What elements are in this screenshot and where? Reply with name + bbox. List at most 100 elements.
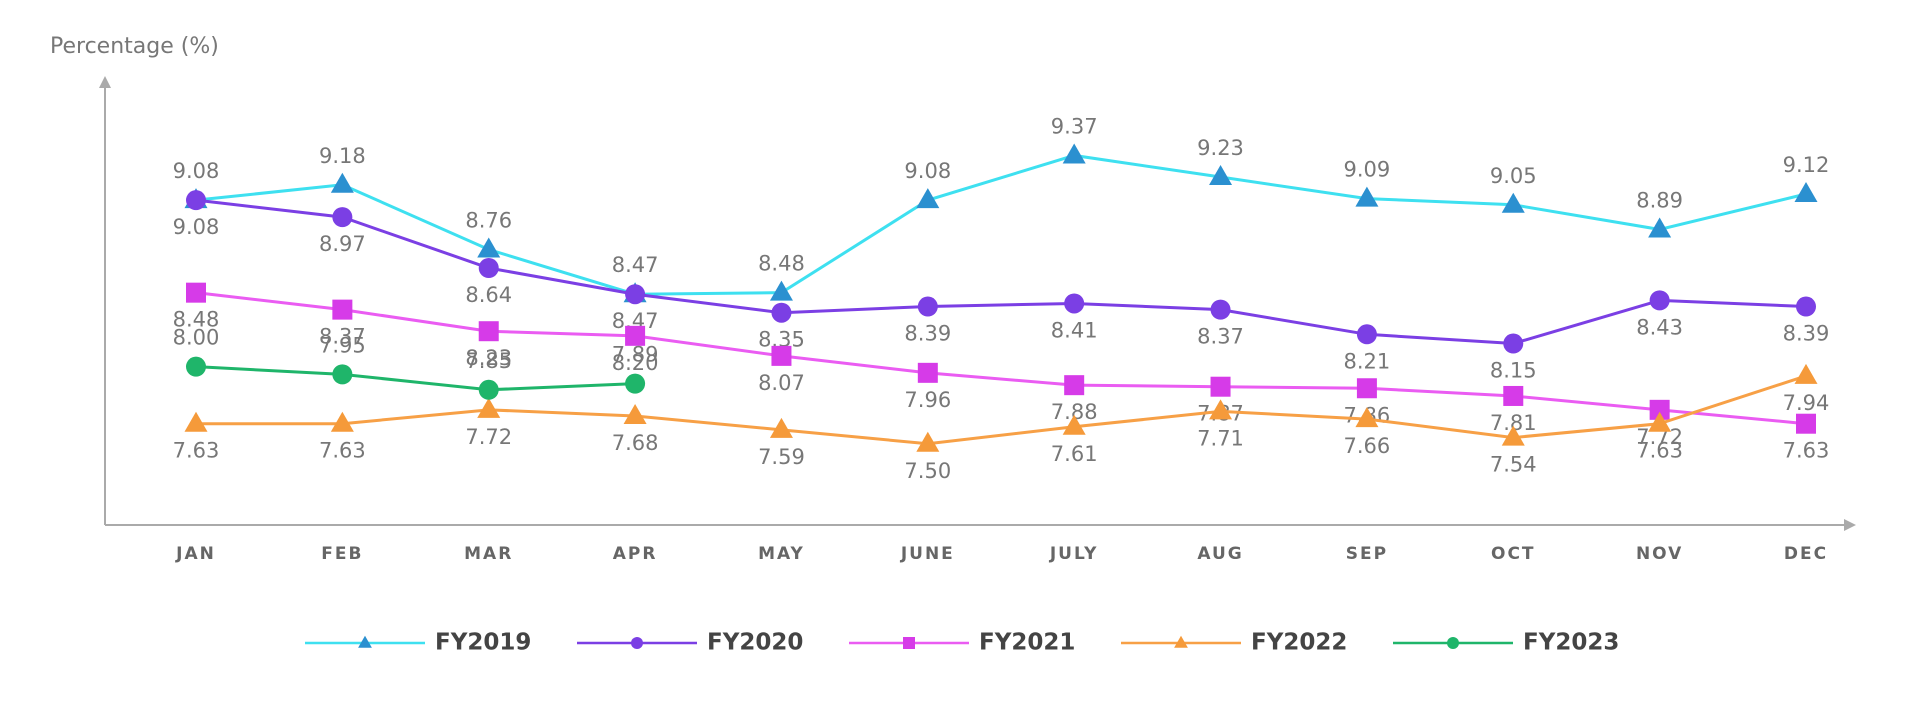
- data-point: [625, 284, 646, 305]
- data-point: [477, 397, 501, 418]
- data-point: [1794, 363, 1818, 384]
- data-point: [1794, 182, 1818, 202]
- data-point: [771, 345, 792, 366]
- legend-marker: [1447, 637, 1459, 649]
- data-point: [1356, 378, 1377, 399]
- data-label: 8.37: [1197, 325, 1244, 349]
- x-axis-arrow: [1844, 519, 1856, 531]
- data-point: [1356, 324, 1377, 345]
- legend-marker: [631, 637, 643, 649]
- legend-marker: [903, 637, 915, 649]
- data-label: 7.94: [1783, 391, 1830, 415]
- data-label: 9.08: [173, 159, 220, 183]
- data-point: [332, 364, 353, 385]
- data-point: [477, 237, 501, 258]
- data-point: [1796, 413, 1816, 434]
- data-point: [330, 172, 354, 193]
- data-point: [1649, 290, 1670, 311]
- data-label: 8.23: [465, 346, 512, 370]
- data-label: 8.15: [1490, 359, 1537, 383]
- data-point: [478, 321, 499, 342]
- series-line: [196, 374, 1807, 446]
- data-point: [1503, 385, 1524, 406]
- data-label: 7.95: [319, 333, 366, 357]
- data-point: [771, 302, 792, 323]
- x-tick-label: SEP: [1346, 544, 1388, 564]
- data-point: [186, 190, 206, 211]
- x-tick-label: JUNE: [900, 544, 955, 564]
- x-tick-label: APR: [613, 544, 658, 564]
- data-point: [1210, 376, 1231, 397]
- data-point: [1209, 165, 1233, 186]
- data-label: 7.68: [612, 431, 659, 455]
- data-label: 8.48: [758, 252, 805, 276]
- data-label: 8.21: [1344, 349, 1391, 373]
- data-label: 8.47: [612, 253, 659, 277]
- data-label: 8.43: [1636, 315, 1683, 339]
- data-point: [186, 282, 206, 303]
- series-line: [195, 365, 636, 392]
- data-label: 7.63: [173, 439, 220, 463]
- data-label: 8.41: [1051, 318, 1098, 342]
- data-label: 9.08: [173, 215, 220, 239]
- data-point: [1355, 407, 1379, 428]
- data-point: [1210, 299, 1231, 320]
- legend-marker: [1174, 635, 1188, 648]
- x-tick-label: JAN: [175, 544, 216, 564]
- data-point: [1501, 192, 1525, 213]
- data-point: [1501, 425, 1525, 446]
- data-label: 8.64: [465, 283, 512, 307]
- data-label: 8.97: [319, 232, 366, 256]
- data-label: 8.07: [758, 371, 805, 395]
- x-tick-label: AUG: [1197, 544, 1243, 564]
- data-label: 9.23: [1197, 136, 1244, 160]
- data-label: 8.20: [612, 351, 659, 375]
- data-point: [1648, 217, 1672, 238]
- legend-label: FY2023: [1523, 630, 1619, 656]
- data-label: 9.09: [1344, 158, 1391, 182]
- data-point: [330, 411, 354, 432]
- data-label: 8.39: [904, 322, 951, 346]
- series-line: [195, 291, 1807, 426]
- y-axis-label: Percentage (%): [50, 34, 219, 59]
- data-point: [478, 379, 499, 400]
- data-label: 7.72: [465, 425, 512, 449]
- data-point: [332, 299, 353, 320]
- x-tick-label: JULY: [1049, 544, 1099, 564]
- data-point: [769, 280, 793, 301]
- data-label: 7.63: [1783, 439, 1830, 463]
- data-label: 7.85: [465, 349, 512, 373]
- x-tick-label: MAY: [758, 544, 805, 564]
- data-label: 7.89: [612, 343, 659, 367]
- data-point: [332, 207, 353, 228]
- data-point: [916, 188, 940, 209]
- data-label: 8.00: [173, 326, 220, 350]
- data-label: 7.61: [1051, 442, 1098, 466]
- data-point: [186, 356, 206, 377]
- data-point: [916, 431, 940, 452]
- data-point: [1062, 143, 1086, 164]
- legend-label: FY2020: [707, 630, 803, 656]
- data-label: 7.63: [1636, 439, 1683, 463]
- data-point: [184, 411, 208, 432]
- data-point: [1064, 375, 1085, 396]
- x-tick-label: MAR: [464, 544, 513, 564]
- legend-label: FY2022: [1251, 630, 1347, 656]
- series-line: [195, 198, 1807, 346]
- data-label: 8.37: [319, 325, 366, 349]
- legend-label: FY2021: [979, 630, 1075, 656]
- data-point: [1062, 414, 1086, 435]
- data-point: [1064, 293, 1085, 314]
- data-label: 9.05: [1490, 164, 1537, 188]
- legend-label: FY2019: [435, 630, 531, 656]
- data-point: [625, 325, 646, 346]
- data-label: 8.76: [465, 209, 512, 233]
- data-label: 7.96: [904, 388, 951, 412]
- data-label: 7.71: [1197, 426, 1244, 450]
- data-label: 7.66: [1344, 434, 1391, 458]
- data-label: 7.63: [319, 439, 366, 463]
- data-label: 7.50: [904, 459, 951, 483]
- data-label: 9.37: [1051, 114, 1098, 138]
- data-point: [1355, 186, 1379, 207]
